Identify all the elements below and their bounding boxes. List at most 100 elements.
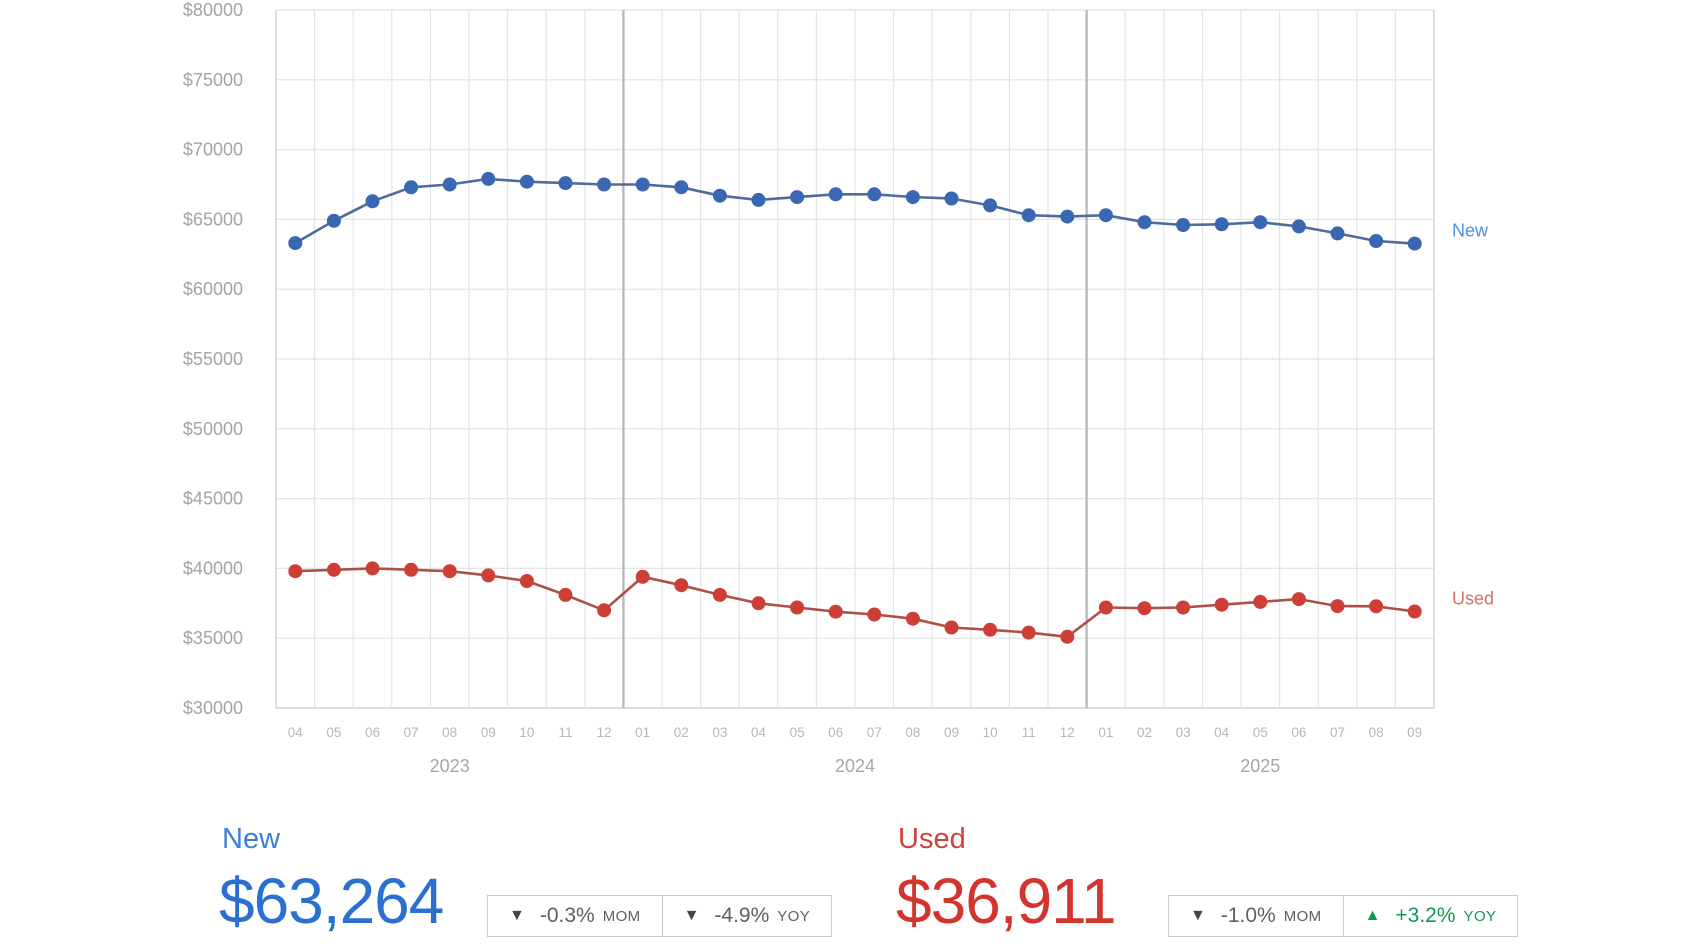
new-series-point[interactable] [442,177,457,192]
new-mom-value: -0.3% [539,904,595,927]
month-label: 05 [326,725,341,740]
month-label: 07 [1330,725,1345,740]
new-series-point[interactable] [365,194,380,209]
year-label: 2025 [1240,756,1280,776]
used-series-point[interactable] [1176,600,1191,615]
new-series-point[interactable] [674,180,689,195]
new-series-point[interactable] [597,177,612,192]
new-series-point[interactable] [1021,208,1036,223]
new-series-point[interactable] [905,190,920,205]
used-series-point[interactable] [867,607,882,622]
down-triangle-icon: ▼ [1190,907,1206,924]
used-yoy-value: +3.2% [1395,904,1456,927]
month-label: 04 [1214,725,1230,740]
used-series-point[interactable] [828,604,843,619]
year-label: 2024 [835,756,875,776]
new-yoy-value: -4.9% [714,904,770,927]
used-series-point[interactable] [519,574,534,588]
new-series-point[interactable] [712,188,727,203]
y-axis-label: $65000 [183,209,243,229]
new-series-point[interactable] [635,177,650,192]
month-label: 05 [1253,725,1268,740]
new-series-point[interactable] [1253,215,1268,230]
used-series-point[interactable] [1291,592,1306,607]
used-series-point[interactable] [442,564,457,579]
month-label: 08 [442,725,457,740]
new-series-point[interactable] [944,191,959,206]
month-label: 01 [1098,725,1113,740]
used-series-point[interactable] [481,568,496,583]
new-series-point[interactable] [326,213,341,228]
month-label: 04 [288,725,304,740]
new-series-point[interactable] [1407,236,1422,251]
used-series-point[interactable] [1214,597,1229,612]
new-series-point[interactable] [1137,215,1152,230]
new-series-point[interactable] [751,192,766,207]
used-series-point[interactable] [365,561,380,576]
price-trend-chart: $80000 $75000 $70000 $65000 $60000 $55000 $500… [183,0,1494,776]
new-series-point[interactable] [790,190,805,205]
used-series-point[interactable] [751,596,766,611]
new-series-point[interactable] [1214,217,1229,232]
new-series-point[interactable] [983,198,998,213]
used-series-label: Used [1452,588,1494,608]
new-yoy-badge: ▼ -4.9% YOY [661,896,832,936]
new-series-point[interactable] [404,180,419,195]
y-axis-label: $75000 [183,70,243,90]
new-series-point[interactable] [1176,218,1191,232]
used-series-point[interactable] [635,569,650,584]
used-series-point[interactable] [404,562,419,577]
used-series-point[interactable] [558,587,573,602]
used-summary-title: Used [898,823,966,855]
new-mom-badge: ▼ -0.3% MOM [488,896,662,936]
y-axis-label: $45000 [183,489,243,509]
new-series-point[interactable] [1098,208,1113,223]
new-mom-unit: MOM [602,907,641,925]
new-change-badges: ▼ -0.3% MOM ▼ -4.9% YOY [487,895,833,937]
new-series-point[interactable] [519,174,534,189]
used-series-point[interactable] [1098,600,1113,615]
used-series-point[interactable] [1060,629,1075,644]
month-label: 09 [1407,725,1422,740]
new-series-point[interactable] [481,171,496,186]
month-label: 03 [1176,725,1191,740]
new-series-point[interactable] [867,187,882,202]
new-series-point[interactable] [828,187,843,202]
month-label: 05 [790,725,805,740]
used-series-point[interactable] [1253,594,1268,609]
used-mom-unit: MOM [1283,907,1322,925]
used-series-point[interactable] [1021,625,1036,640]
used-series-point[interactable] [983,622,998,637]
month-label: 06 [828,725,843,740]
new-series-point[interactable] [1291,219,1306,234]
up-triangle-icon: ▲ [1364,907,1381,924]
used-change-badges: ▼ -1.0% MOM ▲ +3.2% YOY [1168,895,1519,937]
used-series-point[interactable] [288,564,303,579]
y-axis-label: $40000 [183,558,243,578]
month-label: 01 [635,725,650,740]
month-label: 07 [404,725,419,740]
month-label: 02 [1137,725,1152,740]
used-series-point[interactable] [597,603,612,618]
used-series-point[interactable] [1407,604,1422,619]
new-series-label: New [1452,220,1489,240]
used-series-point[interactable] [944,620,959,635]
used-series-point[interactable] [905,611,920,626]
used-series-point[interactable] [674,578,689,593]
used-series-point[interactable] [712,587,727,602]
used-series-point[interactable] [1330,599,1345,614]
used-series-point[interactable] [1369,599,1384,614]
used-mom-value: -1.0% [1220,904,1276,927]
used-series-point[interactable] [790,600,805,615]
new-series-point[interactable] [1369,234,1384,248]
month-label: 04 [751,725,767,740]
new-series-point[interactable] [558,176,573,191]
line-chart-canvas: $80000 $75000 $70000 $65000 $60000 $55000 $500… [183,0,1494,776]
used-series-point[interactable] [326,562,341,577]
new-series-point[interactable] [288,236,303,251]
new-series-point[interactable] [1330,226,1345,241]
month-label: 06 [365,725,380,740]
new-series-point[interactable] [1060,209,1075,224]
used-series-point[interactable] [1137,601,1152,616]
